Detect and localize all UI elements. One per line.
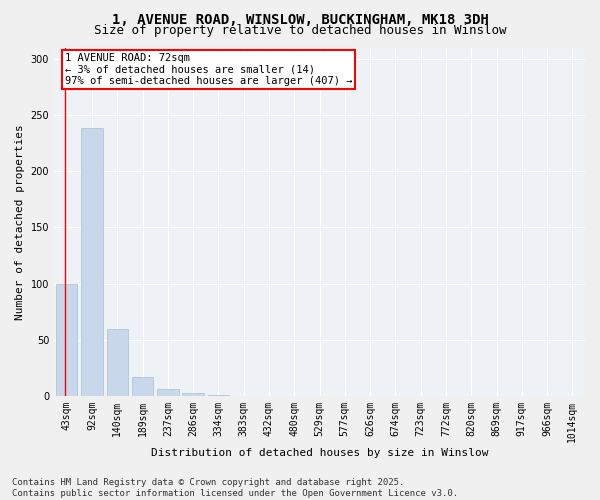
Bar xyxy=(132,377,153,396)
Bar xyxy=(56,284,77,396)
Bar xyxy=(157,389,179,396)
Bar xyxy=(182,392,204,396)
Bar xyxy=(107,328,128,396)
Y-axis label: Number of detached properties: Number of detached properties xyxy=(15,124,25,320)
X-axis label: Distribution of detached houses by size in Winslow: Distribution of detached houses by size … xyxy=(151,448,488,458)
Bar xyxy=(81,128,103,396)
Text: 1 AVENUE ROAD: 72sqm
← 3% of detached houses are smaller (14)
97% of semi-detach: 1 AVENUE ROAD: 72sqm ← 3% of detached ho… xyxy=(65,52,352,86)
Text: Contains HM Land Registry data © Crown copyright and database right 2025.
Contai: Contains HM Land Registry data © Crown c… xyxy=(12,478,458,498)
Bar xyxy=(208,395,229,396)
Text: 1, AVENUE ROAD, WINSLOW, BUCKINGHAM, MK18 3DH: 1, AVENUE ROAD, WINSLOW, BUCKINGHAM, MK1… xyxy=(112,12,488,26)
Text: Size of property relative to detached houses in Winslow: Size of property relative to detached ho… xyxy=(94,24,506,37)
